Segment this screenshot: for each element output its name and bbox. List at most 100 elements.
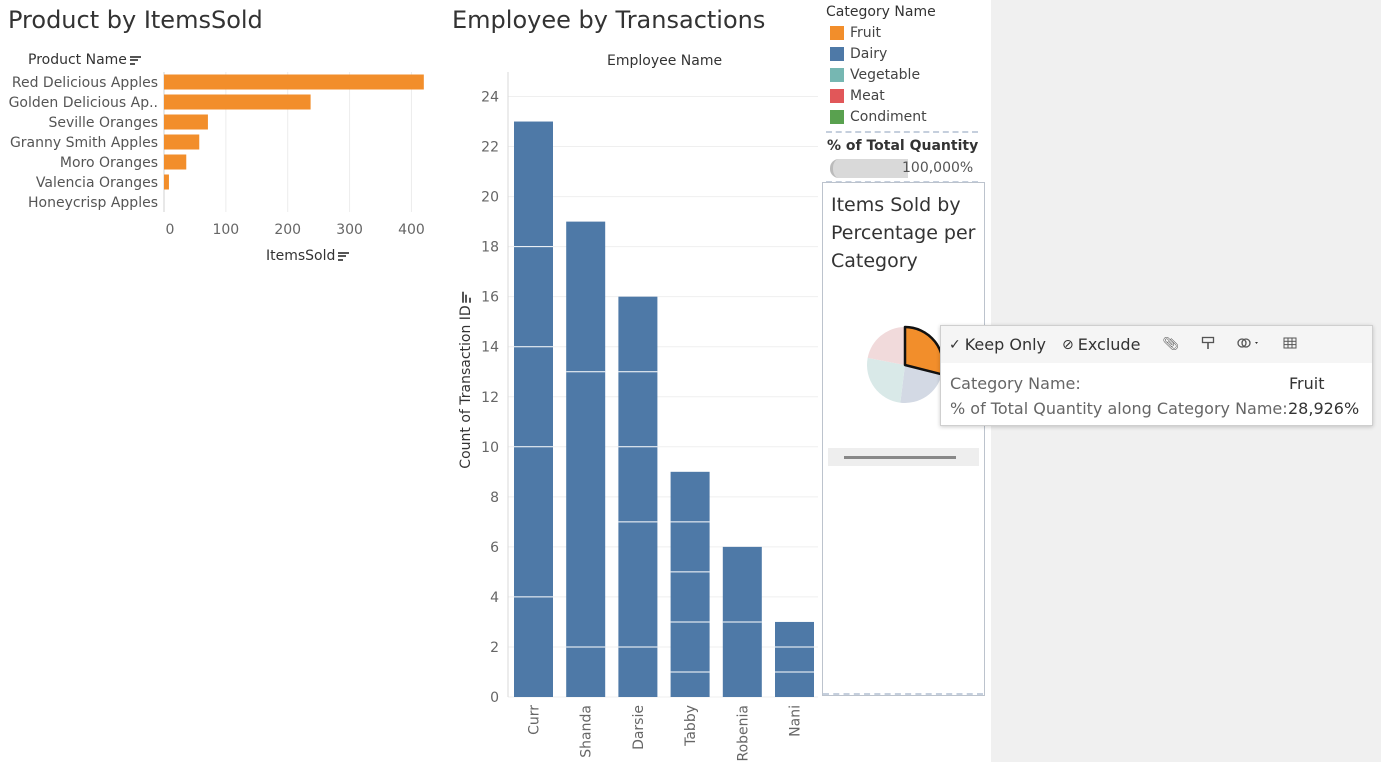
transaction-bar — [618, 296, 658, 697]
keep-only-label: Keep Only — [964, 335, 1047, 354]
itemssold-axis-title[interactable]: ItemsSold — [266, 248, 350, 264]
employee-name-header: Employee Name — [607, 53, 723, 69]
product-bar — [164, 74, 424, 90]
percent-filter-slider[interactable] — [830, 159, 908, 178]
product-label: Seville Oranges — [48, 115, 158, 131]
product-bar — [164, 114, 208, 130]
tooltip-percent-label: % of Total Quantity along Category Name: — [950, 399, 1288, 418]
pie-chart-panel[interactable]: Items Sold by Percentage per Category — [822, 182, 985, 696]
y-tick-label: 6 — [490, 540, 499, 556]
legend-item[interactable]: Condiment — [826, 106, 986, 127]
legend-item-label: Dairy — [850, 45, 888, 62]
x-tick-label: 300 — [336, 222, 363, 238]
transaction-bar — [775, 621, 814, 697]
product-label: Moro Oranges — [60, 155, 158, 171]
employee-label: Curr — [527, 705, 543, 735]
y-tick-label: 8 — [490, 490, 499, 506]
product-label: Granny Smith Apples — [10, 135, 158, 151]
legend-swatch — [830, 109, 844, 124]
pie-slice-selected — [903, 325, 942, 376]
format-painter-icon[interactable] — [1201, 336, 1215, 354]
y-tick-label: 14 — [481, 340, 499, 356]
category-legend: Category Name Fruit Dairy Vegetable Meat Con… — [826, 2, 986, 127]
pie-panel-bottom-border — [823, 693, 983, 695]
pie-slice — [867, 357, 905, 403]
exclude-label: Exclude — [1077, 335, 1141, 354]
employee-label: Nani — [788, 705, 804, 737]
product-bar — [164, 94, 311, 110]
transaction-count-axis-title[interactable]: Count of Transaction ID — [458, 291, 474, 469]
product-label: Red Delicious Apples — [12, 75, 158, 91]
employee-label: Shanda — [579, 705, 595, 758]
legend-item-label: Condiment — [850, 108, 927, 125]
legend-item[interactable]: Fruit — [826, 22, 986, 43]
product-label: Valencia Oranges — [36, 175, 158, 191]
product-bar — [164, 134, 200, 150]
paperclip-icon[interactable]: 📎︎ — [1162, 337, 1179, 352]
y-tick-label: 22 — [481, 140, 499, 156]
y-tick-label: 10 — [481, 440, 499, 456]
x-tick-label: 200 — [274, 222, 301, 238]
tooltip-toolbar: ✓ Keep Only ⊘ Exclude 📎︎ — [941, 326, 1372, 363]
tooltip-category-value: Fruit — [1289, 374, 1325, 393]
legend-item[interactable]: Dairy — [826, 43, 986, 64]
x-tick-label: 100 — [212, 222, 239, 238]
y-tick-label: 20 — [481, 190, 499, 206]
legend-item[interactable]: Meat — [826, 85, 986, 106]
pie-slice — [867, 327, 905, 365]
legend-item-label: Fruit — [850, 24, 882, 41]
y-tick-label: 2 — [490, 640, 499, 656]
transaction-count-axis-label: Count of Transaction ID — [458, 305, 474, 469]
product-label: Honeycrisp Apples — [28, 195, 158, 211]
category-pie-chart[interactable] — [862, 320, 942, 410]
legend-item-label: Vegetable — [850, 66, 921, 83]
filter-title: % of Total Quantity — [827, 138, 979, 154]
view-data-icon[interactable] — [1283, 337, 1297, 353]
legend-item-label: Meat — [850, 87, 885, 104]
exclude-icon: ⊘ — [1062, 336, 1074, 353]
exclude-button[interactable]: ⊘ Exclude — [1062, 335, 1140, 354]
transaction-bar — [514, 121, 553, 697]
product-bar-chart: 0 100 200 300 400 Red Delicious Apples Golden … — [9, 72, 425, 238]
pie-slice — [900, 365, 942, 403]
legend-swatch — [830, 25, 844, 40]
x-tick-label: 0 — [166, 222, 175, 238]
product-bar — [164, 174, 169, 190]
tooltip-category-label: Category Name: — [950, 374, 1081, 393]
product-name-header-label: Product Name — [28, 52, 127, 68]
employee-chart-title: Employee by Transactions — [452, 6, 766, 34]
employee-label: Robenia — [735, 705, 751, 762]
mark-tooltip: ✓ Keep Only ⊘ Exclude 📎︎ Category Name: Fr… — [940, 325, 1373, 426]
legend-divider — [826, 131, 978, 133]
percent-filter-value: 100,000% — [902, 160, 974, 176]
check-icon: ✓ — [949, 336, 961, 353]
legend-swatch — [830, 88, 844, 103]
legend-swatch — [830, 46, 844, 61]
employee-label: Darsie — [631, 705, 647, 750]
group-members-icon[interactable] — [1237, 336, 1261, 354]
y-tick-label: 18 — [481, 240, 499, 256]
sort-icon[interactable] — [129, 55, 141, 65]
itemssold-axis-label: ItemsSold — [266, 248, 336, 264]
pie-chart-title: Items Sold by Percentage per Category — [831, 194, 976, 272]
sort-icon[interactable] — [461, 291, 471, 303]
transaction-bar — [670, 471, 710, 697]
y-tick-label: 0 — [490, 690, 499, 706]
legend-swatch — [830, 67, 844, 82]
sort-icon[interactable] — [338, 251, 350, 261]
y-tick-label: 12 — [481, 390, 499, 406]
x-tick-label: 400 — [398, 222, 425, 238]
y-tick-label: 16 — [481, 290, 499, 306]
transaction-bar — [566, 221, 606, 697]
product-chart-title: Product by ItemsSold — [8, 6, 263, 34]
product-label: Golden Delicious Ap.. — [9, 95, 158, 111]
keep-only-button[interactable]: ✓ Keep Only — [949, 335, 1046, 354]
y-tick-label: 24 — [481, 90, 499, 106]
horizontal-scrollbar[interactable] — [828, 448, 979, 466]
tooltip-percent-value: 28,926% — [1288, 399, 1360, 418]
scrollbar-thumb[interactable] — [844, 456, 956, 459]
product-name-header[interactable]: Product Name — [28, 52, 141, 68]
legend-item[interactable]: Vegetable — [826, 64, 986, 85]
product-bar — [164, 154, 187, 170]
